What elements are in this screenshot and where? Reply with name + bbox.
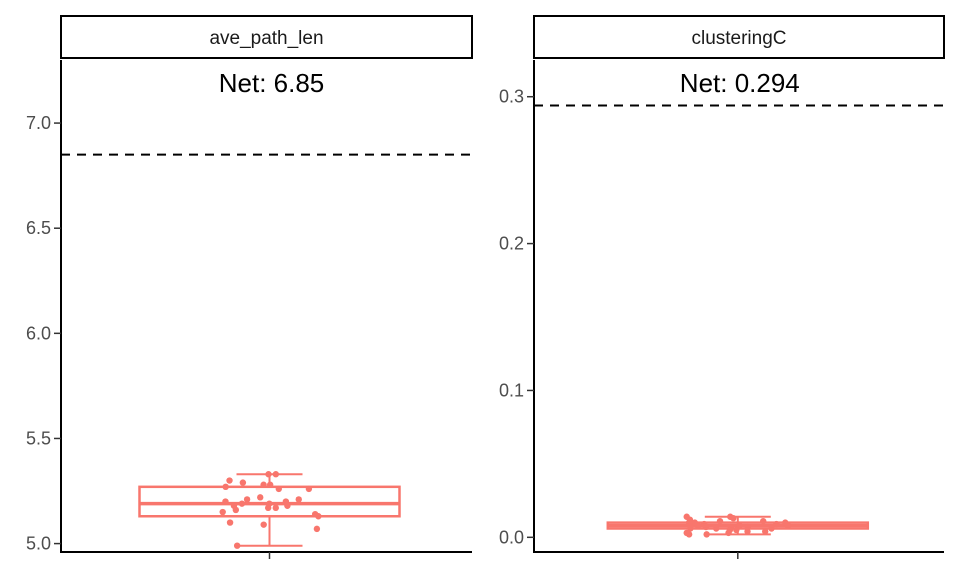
panel-ave_path_len-data-point	[257, 494, 264, 501]
panel-ave_path_len-data-point	[260, 481, 267, 488]
panel-clusteringC-reference-label: Net: 0.294	[680, 68, 800, 98]
panel-clusteringC-data-point	[685, 531, 693, 538]
panel-ave_path_len-data-point	[315, 513, 322, 520]
panel-clusteringC-strip-label: clusteringC	[691, 28, 786, 49]
panel-clusteringC-data-point	[703, 531, 710, 538]
panel-ave_path_len-y-tick-label: 6.5	[26, 218, 51, 238]
panel-ave_path_len-data-point	[295, 496, 302, 503]
panel-ave_path_len-data-point	[272, 504, 279, 512]
panel-ave_path_len-data-point	[305, 485, 313, 493]
panel-ave_path_len-reference-label: Net: 6.85	[219, 68, 325, 98]
panel-clusteringC-data-point	[744, 528, 751, 535]
panel-ave_path_len-data-point	[264, 504, 272, 512]
panel-ave_path_len-data-point	[260, 521, 267, 528]
panel-clusteringC-y-tick-label: 0.2	[499, 234, 524, 254]
panel-ave_path_len-data-point	[272, 471, 280, 478]
panel-ave_path_len-data-point	[226, 477, 233, 484]
panel-clusteringC-data-point	[730, 515, 737, 522]
panel-ave_path_len-data-point	[313, 525, 321, 533]
panel-clusteringC-data-point	[694, 522, 702, 529]
panel-ave_path_len-data-point	[232, 506, 240, 514]
panel-ave_path_len-data-point	[239, 479, 247, 486]
panel-ave_path_len-data-point	[243, 496, 251, 503]
panel-ave_path_len-y-tick-label: 7.0	[26, 113, 51, 133]
panel-clusteringC-data-point	[716, 517, 724, 525]
panel-ave_path_len-data-point	[265, 471, 272, 478]
panel-clusteringC-data-point	[768, 525, 775, 532]
panel-ave_path_len-data-point	[266, 481, 274, 488]
panel-ave_path_len-data-point	[233, 542, 241, 549]
panel-ave_path_len-data-point	[238, 500, 246, 507]
panel-clusteringC-y-tick-label: 0.1	[499, 380, 524, 400]
panel-clusteringC-data-point	[762, 528, 769, 535]
panel-clusteringC-data-point	[733, 526, 740, 534]
panel-ave_path_len-data-point	[275, 485, 282, 493]
panel-clusteringC-strip	[533, 15, 945, 59]
panel-ave_path_len-data-point	[226, 519, 234, 526]
panel-clusteringC-data-point	[685, 519, 693, 526]
panel-ave_path_len-data-point	[284, 502, 291, 509]
panel-ave_path_len-y-tick-label: 5.0	[26, 534, 51, 554]
panel-ave_path_len-data-point	[219, 508, 226, 516]
panel-ave_path_len-strip	[60, 15, 473, 59]
panel-ave_path_len-data-point	[222, 483, 229, 491]
panel-ave_path_len-y-tick-label: 5.5	[26, 428, 51, 448]
panel-clusteringC-data-point	[712, 525, 720, 532]
panel-clusteringC-data-point	[725, 529, 732, 537]
panel-ave_path_len-strip-label: ave_path_len	[209, 28, 323, 49]
panel-clusteringC-data-point	[687, 525, 694, 532]
panel-clusteringC-data-point	[773, 520, 780, 528]
panel-ave_path_len-data-point	[222, 498, 229, 505]
panel-clusteringC-y-tick-label: 0.0	[499, 527, 524, 547]
panel-clusteringC-data-point	[702, 523, 710, 531]
panel-clusteringC-y-tick-label: 0.3	[499, 87, 524, 107]
panel-ave_path_len-y-tick-label: 6.0	[26, 323, 51, 343]
panel-clusteringC-data-point	[784, 522, 792, 529]
panel-clusteringC-data-point	[760, 517, 767, 525]
